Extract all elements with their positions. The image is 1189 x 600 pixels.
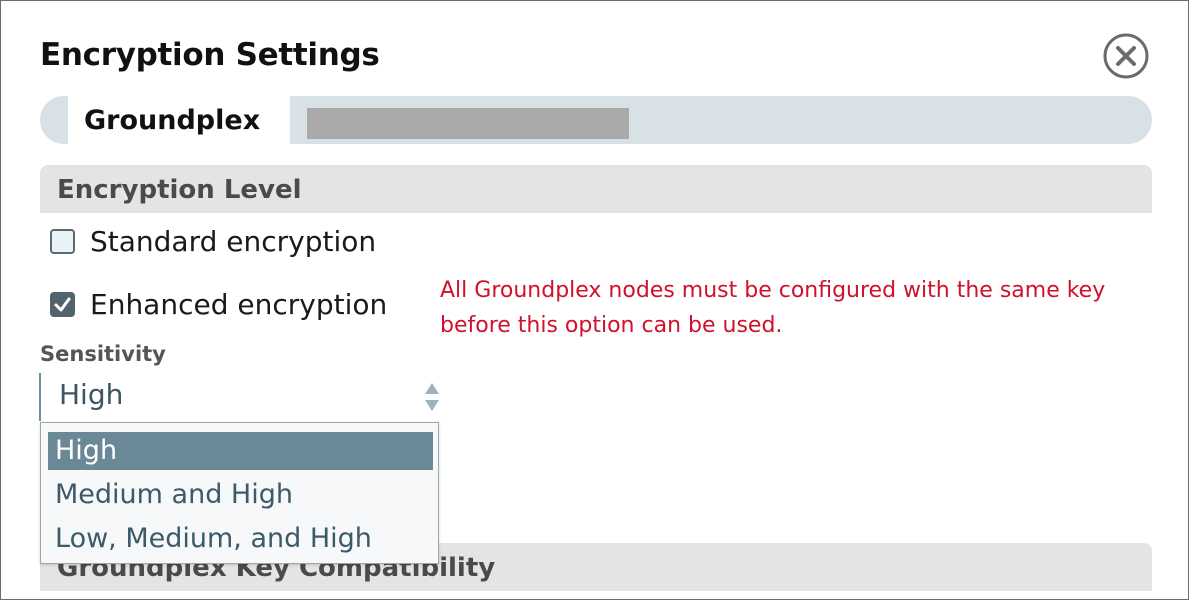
- close-icon[interactable]: [1103, 33, 1149, 79]
- select-arrows-icon: [425, 383, 439, 411]
- dialog-title: Encryption Settings: [40, 37, 380, 73]
- standard-encryption-option[interactable]: Standard encryption: [50, 225, 376, 258]
- sensitivity-selected-value: High: [59, 378, 124, 411]
- sensitivity-option-low-medium-high[interactable]: Low, Medium, and High: [55, 523, 372, 554]
- encryption-level-header: Encryption Level: [40, 165, 1152, 213]
- enhanced-encryption-option[interactable]: Enhanced encryption: [50, 288, 387, 321]
- sensitivity-label: Sensitivity: [40, 342, 166, 366]
- groundplex-tab-label: Groundplex: [84, 104, 261, 136]
- sensitivity-dropdown-list: High Medium and High Low, Medium, and Hi…: [40, 422, 439, 564]
- groundplex-tab[interactable]: Groundplex: [68, 96, 290, 144]
- enhanced-encryption-label: Enhanced encryption: [90, 288, 388, 321]
- sensitivity-select[interactable]: High: [39, 373, 441, 421]
- checkmark-icon: [54, 297, 71, 312]
- enhanced-encryption-warning: All Groundplex nodes must be configured …: [440, 278, 1106, 338]
- groundplex-name-redacted: [307, 108, 629, 139]
- enhanced-encryption-checkbox[interactable]: [50, 292, 75, 317]
- sensitivity-option-high[interactable]: High: [48, 432, 433, 470]
- standard-encryption-checkbox[interactable]: [50, 229, 75, 254]
- sensitivity-option-medium-high[interactable]: Medium and High: [55, 479, 293, 510]
- standard-encryption-label: Standard encryption: [90, 225, 377, 258]
